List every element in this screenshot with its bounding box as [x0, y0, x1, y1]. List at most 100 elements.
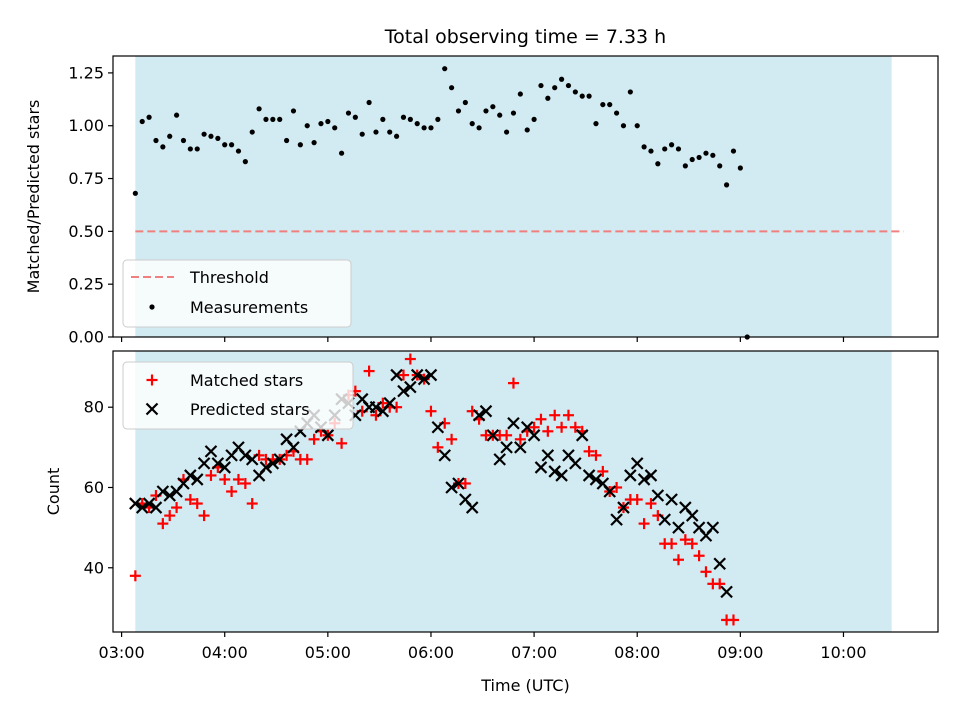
measurement-point: [455, 108, 462, 114]
matched-point: [686, 538, 698, 550]
predicted-point: [685, 509, 699, 522]
predicted-point: [410, 368, 424, 382]
matched-point: [583, 445, 595, 457]
legend-cross-marker: [145, 402, 159, 416]
measurement-point: [332, 125, 338, 131]
measurement-point: [393, 133, 400, 139]
measurement-point: [208, 133, 214, 139]
measurement-point: [703, 150, 709, 156]
matched-point: [205, 469, 217, 481]
predicted-point: [658, 513, 671, 526]
measurement-point: [380, 116, 386, 122]
matched-point: [507, 377, 519, 389]
measurement-point: [538, 82, 544, 89]
predicted-point: [431, 420, 445, 434]
predicted-point: [211, 457, 225, 470]
measurement-point: [696, 154, 702, 161]
measurement-point: [586, 93, 592, 99]
predicted-point: [507, 416, 520, 430]
matched-point: [157, 518, 169, 530]
predicted-point: [500, 441, 513, 454]
matched-point: [638, 518, 650, 530]
predicted-point: [706, 521, 720, 534]
bottom-y-axis-label: Count: [44, 468, 63, 516]
measurement-point: [565, 82, 572, 89]
predicted-point: [142, 497, 156, 510]
top-axis-ticks: 0.00 0.25 0.50 0.75 1.00 1.25: [68, 63, 845, 347]
predicted-point: [369, 400, 383, 414]
predicted-point: [541, 449, 555, 462]
matched-point: [542, 425, 554, 437]
x-tick-label: 07:00: [511, 643, 557, 662]
y-tick-label: 40: [84, 558, 104, 577]
matched-point: [246, 498, 258, 510]
measurement-point: [290, 108, 297, 114]
matched-point: [590, 449, 602, 461]
predicted-point: [630, 457, 644, 470]
top-legend: Threshold Measurements: [122, 259, 352, 328]
measurement-point: [270, 116, 276, 122]
predicted-point: [665, 493, 678, 506]
matched-point: [404, 353, 416, 365]
bottom-plot-frame: [112, 350, 939, 633]
measurement-point: [242, 159, 248, 165]
measurement-point: [421, 125, 427, 131]
matched-point: [308, 433, 320, 445]
measurement-point: [407, 116, 413, 122]
measurement-point: [297, 142, 303, 148]
matched-point: [219, 473, 231, 485]
measurement-point: [311, 140, 317, 146]
measurement-point: [710, 152, 716, 158]
measurement-point: [613, 110, 620, 116]
matched-point: [727, 614, 739, 626]
predicted-point: [438, 449, 451, 462]
predicted-point: [465, 501, 479, 514]
measurement-point: [448, 85, 455, 91]
y-tick-label: 1.25: [68, 63, 104, 82]
matched-point: [549, 409, 561, 421]
measurement-point: [593, 121, 599, 127]
matched-point: [164, 510, 176, 522]
matched-point: [645, 498, 657, 510]
predicted-point: [582, 469, 596, 482]
measurement-point: [132, 190, 138, 196]
measurement-point: [620, 123, 627, 129]
measurement-point: [558, 76, 565, 82]
measurement-point: [222, 142, 228, 148]
measurement-point: [201, 131, 207, 137]
matched-point: [336, 437, 348, 449]
measurement-point: [366, 99, 372, 106]
predicted-point: [452, 477, 465, 490]
bottom-legend-box: [122, 361, 354, 430]
top-panel: 0.00 0.25 0.50 0.75 1.00 1.25 Total observing…: [24, 26, 939, 347]
x-tick-label: 10:00: [820, 643, 866, 662]
measurement-point: [730, 148, 737, 154]
top-plot-frame: [112, 55, 939, 338]
matched-point: [693, 550, 705, 562]
measurement-point: [517, 91, 523, 97]
measurement-point: [428, 125, 434, 131]
measurement-point: [359, 131, 365, 137]
predicted-point: [190, 473, 204, 486]
measurement-point: [146, 114, 152, 120]
measurement-point: [552, 85, 558, 91]
bottom-legend: Matched stars Predicted stars: [122, 361, 354, 430]
matched-point: [700, 566, 712, 578]
measurement-point: [352, 114, 358, 120]
predicted-point: [527, 429, 541, 442]
predicted-point: [383, 396, 396, 410]
predicted-point: [720, 585, 733, 599]
measurement-point: [503, 129, 510, 135]
legend-matched-swatch: [146, 374, 158, 386]
matched-point: [501, 429, 513, 441]
measurement-point: [648, 148, 654, 154]
measurement-point: [723, 182, 730, 188]
predicted-point: [548, 465, 561, 478]
bottom-axis-ticks: 40 60 80 03:00 04:00 05:00 06:00 07:00 08:00 09:0…: [84, 398, 867, 662]
predicted-point: [493, 453, 506, 466]
y-tick-label: 0.75: [68, 169, 104, 188]
measurement-point: [263, 116, 269, 122]
y-tick-label: 1.00: [68, 116, 104, 135]
measurement-point: [510, 110, 517, 116]
